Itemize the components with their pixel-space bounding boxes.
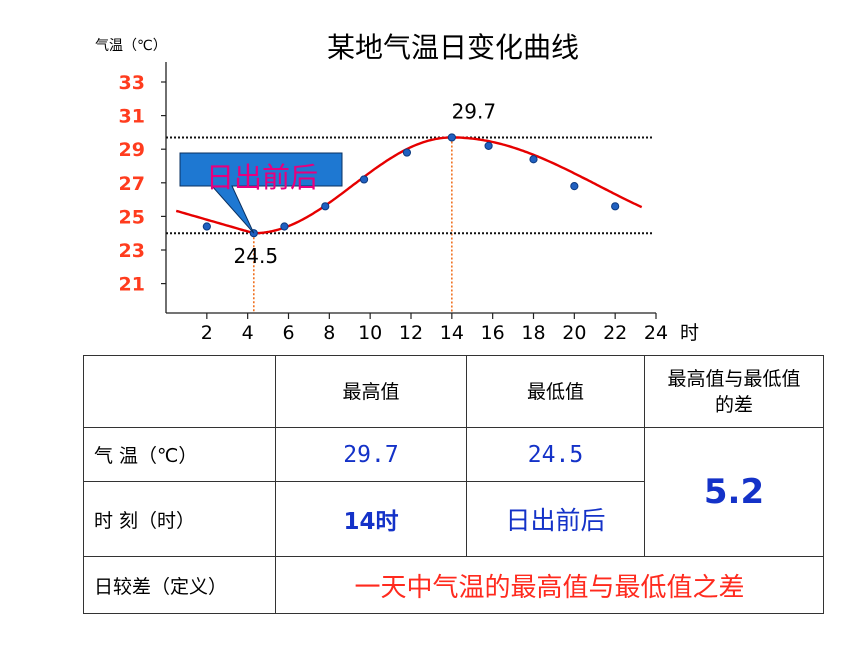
data-point xyxy=(321,202,330,211)
min-value-label: 24.5 xyxy=(234,244,279,268)
y-tick-label: 31 xyxy=(119,106,145,128)
x-tick-label: 10 xyxy=(358,322,382,344)
chart-title: 某地气温日变化曲线 xyxy=(327,31,579,64)
x-tick-label: 22 xyxy=(603,322,627,344)
data-point xyxy=(570,182,579,191)
data-point xyxy=(280,222,289,231)
row-label-definition: 日较差（定义） xyxy=(83,556,276,614)
x-tick-label: 16 xyxy=(481,322,505,344)
y-tick-label: 33 xyxy=(119,72,145,94)
temperature-table: 最高值 最低值 最高值与最低值的差 气 温（℃） 29.7 24.5 5.2 时… xyxy=(83,355,824,614)
table-row-definition: 日较差（定义） 一天中气温的最高值与最低值之差 xyxy=(83,556,824,614)
x-tick-label: 24 xyxy=(644,322,668,344)
y-tick-label: 23 xyxy=(119,240,145,262)
y-tick-label: 25 xyxy=(119,206,145,228)
time-min-value: 日出前后 xyxy=(466,481,645,557)
x-tick-label: 6 xyxy=(282,322,294,344)
table-header-min: 最低值 xyxy=(466,355,645,428)
row-label-temp: 气 温（℃） xyxy=(83,427,276,482)
y-tick-label: 27 xyxy=(119,173,145,195)
x-tick-label: 18 xyxy=(521,322,545,344)
table-header-max: 最高值 xyxy=(275,355,467,428)
y-tick-label: 29 xyxy=(119,139,145,161)
data-point xyxy=(611,202,620,211)
x-tick-label: 4 xyxy=(242,322,254,344)
time-max-value: 14时 xyxy=(275,481,467,557)
y-tick-label: 21 xyxy=(119,274,145,296)
temp-max-value: 29.7 xyxy=(275,427,467,482)
data-point xyxy=(359,175,369,184)
table-row-temp: 气 温（℃） 29.7 24.5 5.2 xyxy=(83,427,824,557)
temp-min-value: 24.5 xyxy=(466,427,645,482)
table-row-time: 时 刻（时） 14时 日出前后 xyxy=(83,481,824,557)
y-axis-label: 气温（℃） xyxy=(95,38,167,54)
data-point xyxy=(484,141,493,150)
max-value-label: 29.7 xyxy=(452,99,497,123)
x-tick-label: 12 xyxy=(399,322,423,344)
table-header-row: 最高值 最低值 最高值与最低值的差 xyxy=(83,355,824,428)
table-header-diff: 最高值与最低值的差 xyxy=(644,355,824,428)
temp-diff-value: 5.2 xyxy=(644,427,824,557)
x-tick-label: 14 xyxy=(440,322,464,344)
x-tick-label: 20 xyxy=(562,322,586,344)
definition-value: 一天中气温的最高值与最低值之差 xyxy=(275,556,824,614)
data-point xyxy=(447,133,456,142)
callout-label: 日出前后 xyxy=(206,161,318,194)
table-header-empty xyxy=(83,355,276,428)
row-label-time: 时 刻（时） xyxy=(83,481,276,557)
x-tick-label: 2 xyxy=(201,322,213,344)
callout-box xyxy=(179,152,343,234)
data-point xyxy=(202,222,211,231)
data-point xyxy=(529,155,538,164)
data-point xyxy=(402,148,412,157)
x-tick-label: 8 xyxy=(323,322,335,344)
x-axis-label: 时 xyxy=(680,322,699,344)
